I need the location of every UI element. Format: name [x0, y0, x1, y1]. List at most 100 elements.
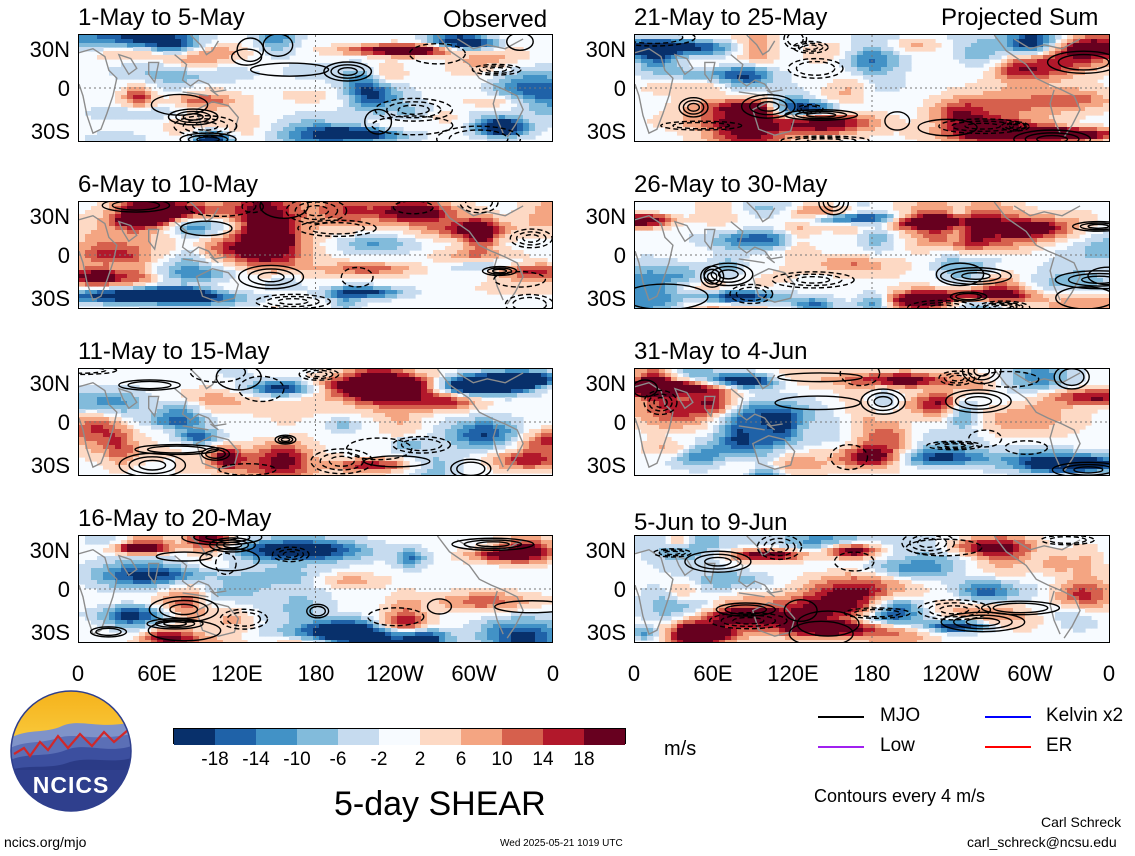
mjo-contour — [732, 616, 765, 625]
x-tick-120e-right: 120E — [767, 661, 819, 686]
x-tick-60e-left: 60E — [137, 661, 177, 686]
colorbar — [173, 728, 626, 745]
mjo-contour — [522, 233, 541, 243]
mjo-contour — [1013, 129, 1092, 141]
mjo-contour — [687, 102, 701, 112]
mjo-contours — [79, 369, 492, 475]
legend-line-low — [818, 746, 864, 748]
mjo-contour — [392, 435, 452, 454]
colorbar-tick-label: -6 — [329, 749, 347, 770]
mjo-contour — [652, 548, 692, 558]
mjo-contour — [205, 536, 239, 542]
y-tick-0-row3: 0 — [57, 410, 70, 435]
mjo-contour — [774, 395, 861, 411]
mjo-contour — [257, 271, 285, 283]
y-tick-30s-row1-right: 30S — [586, 119, 626, 144]
mjo-contour — [827, 202, 841, 208]
shear-map-panel-1 — [78, 34, 553, 142]
shear-map-svg — [635, 536, 1109, 642]
shear-map-panel-2 — [78, 201, 553, 309]
mjo-contour — [226, 611, 262, 627]
footer-timestamp: Wed 2025-05-21 1019 UTC — [500, 838, 623, 849]
colorbar-tick-label: 6 — [455, 749, 467, 770]
colorbar-tick-label: 14 — [532, 749, 554, 770]
mjo-contour — [330, 64, 365, 79]
mjo-contour — [511, 296, 548, 308]
coastline-path — [730, 388, 783, 427]
mjo-contour — [964, 395, 993, 407]
legend-line-kelvin — [985, 716, 1031, 718]
mjo-contour — [397, 104, 430, 115]
mjo-contour — [179, 220, 233, 237]
mjo-contour — [706, 271, 718, 282]
mjo-contour — [1000, 121, 1030, 132]
mjo-contour — [118, 452, 187, 475]
colorbar-swatch — [256, 729, 298, 745]
y-tick-0-row2-right: 0 — [613, 243, 626, 268]
mjo-contour — [818, 202, 850, 216]
y-tick-30n-row4-right: 30N — [585, 538, 626, 563]
mjo-contour — [181, 536, 263, 546]
mjo-contour — [169, 603, 199, 616]
mjo-contour — [127, 380, 172, 390]
contour-interval-note: Contours every 4 m/s — [814, 786, 986, 806]
mjo-contour — [829, 443, 869, 471]
shear-map-svg — [79, 369, 552, 475]
coastline-path — [436, 35, 524, 138]
coastline-path — [1049, 423, 1061, 468]
colorbar-swatch — [584, 729, 625, 745]
x-tick-180-right: 180 — [853, 661, 891, 686]
mjo-contour — [111, 202, 161, 211]
mjo-contour — [1057, 53, 1109, 71]
mjo-contour — [982, 301, 1024, 308]
mjo-contour — [934, 441, 975, 450]
mjo-contour — [193, 536, 251, 544]
x-tick-0-right: 0 — [627, 661, 641, 686]
mjo-contour — [796, 275, 831, 284]
mjo-contour — [704, 556, 732, 567]
y-tick-30s-row1: 30S — [30, 119, 70, 144]
legend-label-mjo: MJO — [880, 705, 921, 726]
coastline-path — [190, 369, 220, 390]
mjo-contour — [271, 546, 310, 563]
legend-label-er: ER — [1046, 735, 1073, 756]
mjo-contour — [901, 536, 956, 555]
coastline-path — [635, 381, 674, 469]
colorbar-swatch — [215, 729, 257, 745]
y-tick-0-row4-right: 0 — [613, 577, 626, 602]
footer-url[interactable]: ncics.org/mjo — [4, 834, 87, 850]
mjo-contour — [504, 293, 552, 308]
mjo-contour — [464, 202, 494, 211]
coastline-path — [117, 53, 160, 84]
shear-map-panel-4 — [78, 535, 553, 643]
mjo-contour — [884, 111, 911, 131]
coastline-path — [436, 369, 524, 472]
mjo-contour — [1079, 222, 1109, 231]
mjo-contour — [471, 63, 522, 76]
coastline-path — [195, 435, 240, 470]
colorbar-swatch — [297, 729, 339, 745]
mjo-contour — [939, 267, 1012, 285]
colorbar-swatch — [379, 729, 421, 745]
coastline-path — [79, 548, 118, 636]
mjo-contour — [906, 299, 977, 308]
mjo-contour — [515, 231, 547, 246]
x-tick-120w-right: 120W — [922, 661, 980, 686]
coastline-path — [730, 221, 783, 260]
mjo-contour — [1009, 123, 1022, 130]
mjo-contour — [146, 617, 204, 630]
mjo-contour — [238, 264, 305, 290]
mjo-contour — [340, 266, 374, 288]
mjo-contour — [909, 536, 948, 552]
coastline-path — [190, 35, 220, 56]
y-tick-30n-row3-right: 30N — [585, 371, 626, 396]
colorbar-tick-label: 2 — [414, 749, 426, 770]
mjo-contour — [371, 115, 454, 136]
mjo-contour — [285, 202, 348, 224]
mjo-contour — [436, 125, 522, 141]
coastline-path — [738, 423, 776, 431]
mjo-contour — [306, 603, 330, 619]
coastline-path — [492, 590, 504, 635]
footer-email[interactable]: carl_schreck@ncsu.edu — [967, 834, 1117, 850]
mjo-contour — [965, 617, 1001, 627]
